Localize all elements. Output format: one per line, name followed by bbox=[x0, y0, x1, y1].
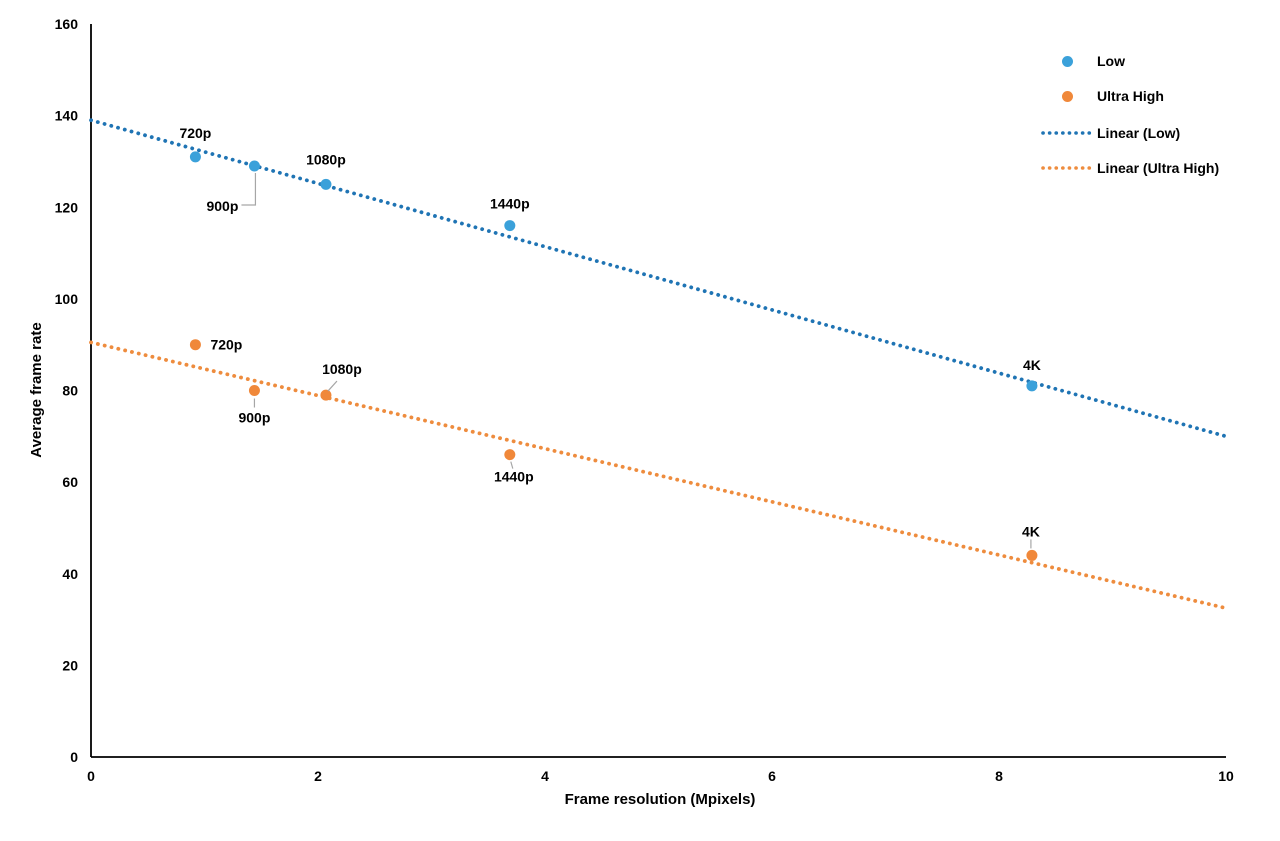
data-point bbox=[504, 449, 516, 461]
data-point bbox=[189, 339, 201, 351]
x-tick-label: 2 bbox=[314, 768, 322, 784]
legend-trendline-icon bbox=[1041, 158, 1093, 178]
x-axis-title: Frame resolution (Mpixels) bbox=[564, 791, 756, 808]
data-point bbox=[248, 385, 260, 396]
y-tick-label: 160 bbox=[55, 16, 79, 32]
data-point-label: 4K bbox=[1022, 523, 1040, 539]
y-axis-title: Average frame rate bbox=[28, 322, 45, 458]
data-point bbox=[248, 160, 260, 172]
legend-trendline-icon bbox=[1041, 123, 1093, 143]
legend-marker-icon bbox=[1041, 51, 1093, 71]
trendline-ultra-high bbox=[89, 340, 1228, 611]
legend-dot-icon bbox=[1061, 55, 1073, 67]
data-point-label: 900p bbox=[238, 410, 270, 426]
data-point-label: 4K bbox=[1023, 357, 1041, 373]
data-point-label: 1080p bbox=[322, 361, 362, 377]
y-tick-label: 20 bbox=[62, 657, 78, 673]
legend-item-label: Linear (Low) bbox=[1097, 125, 1181, 141]
legend-item-ultra-high: Ultra High bbox=[1041, 86, 1164, 106]
legend-item-label: Linear (Ultra High) bbox=[1097, 160, 1220, 176]
data-point bbox=[189, 151, 201, 163]
y-tick-label: 40 bbox=[62, 566, 78, 582]
x-tick-label: 8 bbox=[995, 768, 1003, 784]
data-point-label: 1080p bbox=[306, 151, 346, 167]
data-label-leader-line bbox=[241, 173, 257, 206]
x-tick-label: 4 bbox=[541, 768, 549, 784]
legend-item-label: Low bbox=[1097, 53, 1125, 69]
legend-item-low: Low bbox=[1041, 51, 1125, 71]
legend-marker-icon bbox=[1041, 86, 1093, 106]
y-tick-label: 0 bbox=[70, 749, 78, 765]
y-tick-label: 120 bbox=[55, 199, 79, 215]
data-label-leader-line bbox=[510, 461, 514, 469]
x-tick-label: 0 bbox=[87, 768, 95, 784]
x-tick-label: 10 bbox=[1218, 768, 1234, 784]
data-label-leader-line bbox=[327, 380, 338, 392]
data-point-label: 720p bbox=[179, 125, 211, 141]
data-point-label: 1440p bbox=[490, 196, 530, 212]
y-tick-label: 80 bbox=[62, 383, 78, 399]
data-point bbox=[1026, 549, 1038, 561]
legend-item-label: Ultra High bbox=[1097, 88, 1164, 104]
data-point bbox=[504, 220, 516, 232]
y-tick-label: 60 bbox=[62, 474, 78, 490]
legend-dot-icon bbox=[1061, 90, 1073, 102]
data-point-label: 720p bbox=[210, 337, 242, 353]
data-point-label: 900p bbox=[206, 198, 238, 214]
legend-item-linear-ultra-high-: Linear (Ultra High) bbox=[1041, 158, 1219, 178]
legend-item-linear-low-: Linear (Low) bbox=[1041, 123, 1180, 143]
y-tick-label: 140 bbox=[55, 108, 79, 124]
data-point bbox=[1026, 380, 1038, 392]
data-point-label: 1440p bbox=[494, 469, 534, 485]
y-tick-label: 100 bbox=[55, 291, 79, 307]
x-tick-label: 6 bbox=[768, 768, 776, 784]
data-point bbox=[320, 178, 332, 190]
data-point bbox=[320, 389, 332, 401]
